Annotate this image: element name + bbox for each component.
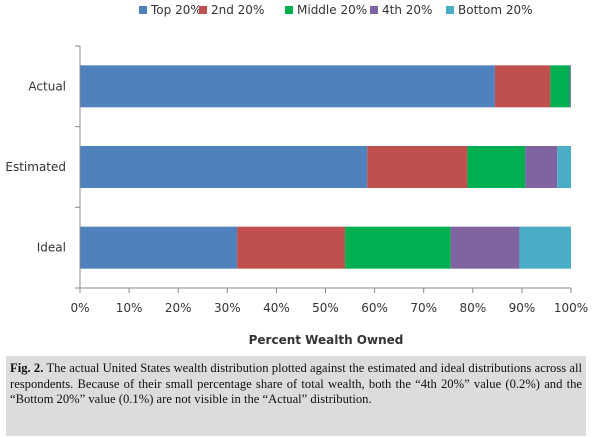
x-axis-title: Percent Wealth Owned xyxy=(249,333,404,347)
x-tick-label: 0% xyxy=(70,301,89,315)
bar-segment xyxy=(80,226,238,269)
x-tick-label: 60% xyxy=(361,301,388,315)
legend-swatch xyxy=(446,6,454,14)
y-tick-label: Estimated xyxy=(5,160,66,174)
x-tick-label: 80% xyxy=(459,301,486,315)
x-tick-label: 70% xyxy=(410,301,437,315)
legend-item: Middle 20% xyxy=(285,3,367,17)
bar-segment xyxy=(550,65,570,108)
bar-segment xyxy=(467,146,526,188)
bar-segment xyxy=(450,226,520,269)
bar-segment xyxy=(80,65,495,108)
x-tick-label: 10% xyxy=(116,301,143,315)
legend-item: 2nd 20% xyxy=(199,3,264,17)
y-tick-label: Ideal xyxy=(37,241,66,255)
plot-area xyxy=(80,65,571,269)
legend: Top 20% 2nd 20% Middle 20% 4th 20% Bottom 20… xyxy=(139,3,533,17)
bar-segment xyxy=(367,146,468,188)
x-tick-label: 90% xyxy=(509,301,536,315)
x-tick-label: 20% xyxy=(165,301,192,315)
x-tick-label: 40% xyxy=(263,301,290,315)
legend-swatch xyxy=(199,6,207,14)
legend-item: Top 20% xyxy=(139,3,202,17)
legend-swatch xyxy=(370,6,378,14)
y-tick-label: Actual xyxy=(28,79,66,93)
legend-label: 4th 20% xyxy=(382,3,432,17)
x-tick-label: 100% xyxy=(554,301,588,315)
legend-label: Top 20% xyxy=(150,3,202,17)
bar-segment xyxy=(494,65,551,108)
bar-segment xyxy=(557,146,571,188)
bar-segment xyxy=(345,226,451,269)
bar-segment xyxy=(519,226,571,269)
legend-swatch xyxy=(139,6,147,14)
legend-swatch xyxy=(285,6,293,14)
figure-caption: Fig. 2. The actual United States wealth … xyxy=(6,356,586,436)
bar-segment xyxy=(80,146,368,188)
caption-text: The actual United States wealth distribu… xyxy=(10,361,583,407)
legend-item: 4th 20% xyxy=(370,3,432,17)
legend-label: 2nd 20% xyxy=(211,3,264,17)
bar-segment xyxy=(525,146,558,188)
stacked-bar-chart: Top 20% 2nd 20% Middle 20% 4th 20% Bottom 20… xyxy=(5,3,588,347)
bar-segment xyxy=(237,226,346,269)
caption-label: Fig. 2. xyxy=(10,361,44,375)
x-tick-label: 30% xyxy=(214,301,241,315)
legend-label: Bottom 20% xyxy=(458,3,533,17)
legend-item: Bottom 20% xyxy=(446,3,533,17)
legend-label: Middle 20% xyxy=(297,3,367,17)
axes: Actual Estimated Ideal 0% 10% 20% 30% 40% 50% 60%… xyxy=(5,45,588,315)
bar-segment xyxy=(569,65,571,108)
x-tick-label: 50% xyxy=(312,301,339,315)
